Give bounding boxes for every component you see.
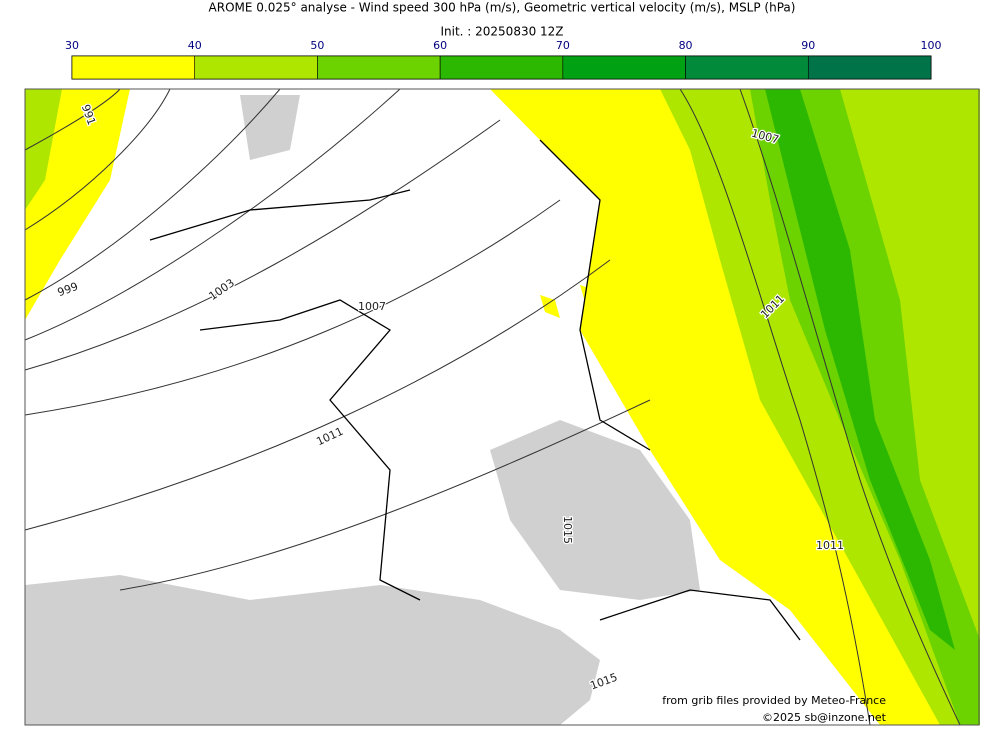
colorbar-tick-label: 30 bbox=[65, 39, 79, 52]
colorbar-tick-label: 50 bbox=[310, 39, 324, 52]
map-area bbox=[24, 88, 980, 726]
colorbar-segment bbox=[317, 55, 441, 80]
colorbar-segment bbox=[807, 55, 932, 80]
isobar-label: 1011 bbox=[816, 539, 844, 552]
isobars bbox=[24, 88, 961, 726]
colorbar-segment bbox=[71, 55, 196, 80]
credit: from grib files provided by Meteo-France bbox=[662, 694, 886, 707]
wind-speed-areas bbox=[25, 89, 980, 725]
isobar-label: 1015 bbox=[561, 516, 574, 544]
isobar-label: 1007 bbox=[358, 300, 386, 313]
colorbar-tick-label: 100 bbox=[921, 39, 942, 52]
colorbar-segment bbox=[194, 55, 318, 80]
colorbar-tick-label: 60 bbox=[433, 39, 447, 52]
coastlines bbox=[149, 139, 801, 641]
map-frame bbox=[24, 88, 980, 726]
colorbar-segment bbox=[439, 55, 564, 80]
map-subtitle: Init. : 20250830 12Z bbox=[440, 25, 563, 39]
colorbar-tick-label: 80 bbox=[679, 39, 693, 52]
colorbar-segment bbox=[685, 55, 809, 80]
credit: ©2025 sb@inzone.net bbox=[762, 711, 887, 724]
colorbar-tick-label: 40 bbox=[188, 39, 202, 52]
colorbar-tick-label: 90 bbox=[801, 39, 815, 52]
colorbar-tick-label: 70 bbox=[556, 39, 570, 52]
map-title: AROME 0.025° analyse - Wind speed 300 hP… bbox=[209, 1, 796, 15]
colorbar-segment bbox=[562, 55, 686, 80]
